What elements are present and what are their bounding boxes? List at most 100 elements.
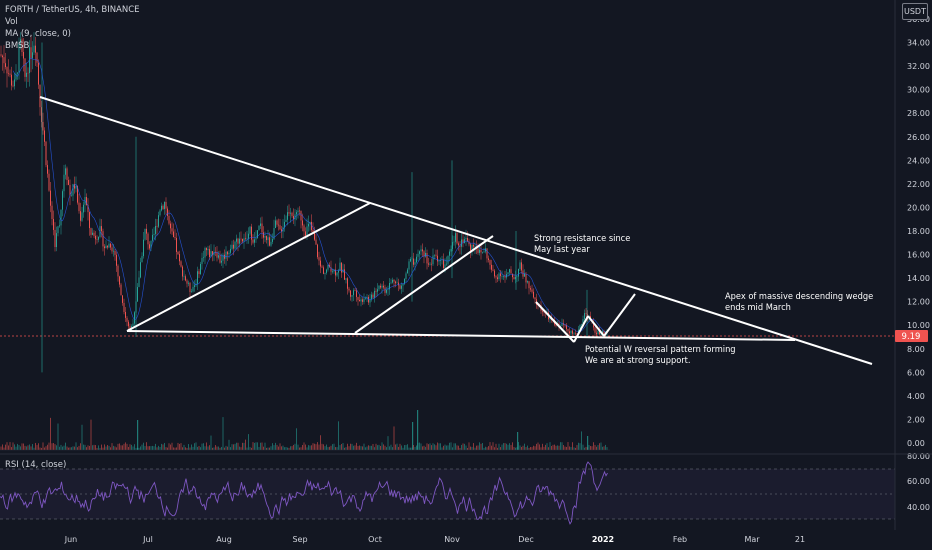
volume-bar xyxy=(63,445,65,450)
volume-bar xyxy=(306,447,308,450)
volume-bar xyxy=(24,445,26,450)
symbol-title[interactable]: FORTH / TetherUS, 4h, BINANCE xyxy=(5,5,140,15)
legend-vol[interactable]: Vol xyxy=(5,17,18,27)
volume-bar xyxy=(113,445,114,450)
candle-body xyxy=(114,250,116,255)
candle-body xyxy=(288,212,290,214)
candle-body xyxy=(458,243,459,246)
volume-bar xyxy=(498,443,500,450)
candle-body xyxy=(12,85,14,87)
volume-bar xyxy=(84,444,86,450)
candle-body xyxy=(374,290,375,298)
candle-body xyxy=(317,244,318,258)
candle-body xyxy=(530,288,531,290)
candle-body xyxy=(350,290,351,297)
legend-rsi[interactable]: RSI (14, close) xyxy=(5,460,67,470)
price-tick-label: 32.00 xyxy=(907,62,930,71)
candle-body xyxy=(38,62,39,85)
candle-body xyxy=(399,285,401,289)
volume-bar xyxy=(27,445,29,450)
candle-body xyxy=(257,230,258,239)
volume-bar xyxy=(179,443,180,450)
volume-bar xyxy=(521,446,522,450)
rsi-axis[interactable]: 80.00 60.00 40.00 xyxy=(907,452,930,512)
rsi-pane[interactable]: 80.00 60.00 40.00 xyxy=(0,452,930,525)
volume-bar xyxy=(300,447,302,450)
legend-ma[interactable]: MA (9, close, 0) xyxy=(5,29,71,39)
volume-bar xyxy=(221,446,222,450)
candle-body xyxy=(59,225,60,227)
price-axis[interactable]: 36.0034.0032.0030.0028.0026.0024.0022.00… xyxy=(907,15,930,448)
volume-bar xyxy=(486,447,488,450)
candle-body xyxy=(299,210,300,212)
candle-body xyxy=(410,258,411,262)
volume-bar xyxy=(578,442,579,450)
volume-bar xyxy=(338,421,339,450)
volume-bar xyxy=(92,445,93,450)
candle-body xyxy=(531,289,533,292)
time-axis[interactable]: Jun Jul Aug Sep Oct Nov Dec 2022 Feb Mar 21 xyxy=(64,535,805,544)
volume-bar xyxy=(180,443,182,450)
price-tick-label: 16.00 xyxy=(907,251,930,260)
volume-bar xyxy=(282,445,284,450)
volume-bar xyxy=(470,446,471,450)
volume-bar xyxy=(18,445,20,450)
volume-bar xyxy=(144,446,146,450)
candle-body xyxy=(183,276,185,277)
candle-body xyxy=(533,291,534,298)
volume-bar xyxy=(333,443,335,450)
volume-bar xyxy=(419,442,420,450)
candle-body xyxy=(450,248,452,252)
candle-body xyxy=(527,281,528,283)
candle-body xyxy=(510,269,512,274)
volume-bar xyxy=(126,443,128,450)
volume-bar xyxy=(386,447,387,450)
volume-bar xyxy=(596,446,597,450)
volume-bar xyxy=(39,447,41,450)
candle-body xyxy=(453,241,455,243)
candle-body xyxy=(233,244,234,249)
time-tick-label: 21 xyxy=(795,535,805,544)
volume-bar xyxy=(111,443,113,450)
candle-body xyxy=(464,239,465,244)
candle-body xyxy=(395,281,396,284)
candle-body xyxy=(396,282,398,284)
candle-body xyxy=(339,262,341,271)
candle-body xyxy=(585,313,587,314)
volume-bar xyxy=(236,442,237,450)
candle-body xyxy=(8,73,9,74)
candle-body xyxy=(272,239,273,242)
candle-body xyxy=(459,245,461,247)
volume-bar xyxy=(128,446,129,450)
volume-bar xyxy=(569,446,570,450)
candle-body xyxy=(333,269,335,272)
trendline xyxy=(603,293,636,337)
volume-bar xyxy=(525,447,527,450)
candle-body xyxy=(105,245,107,249)
volume-bar xyxy=(269,447,270,450)
volume-bar xyxy=(473,443,474,450)
volume-pane xyxy=(0,410,610,451)
candle-body xyxy=(14,79,15,87)
rsi-tick-label: 80.00 xyxy=(907,452,930,461)
legend-bmsb[interactable]: BMSB xyxy=(5,41,30,51)
volume-bar xyxy=(314,443,315,450)
candle-body xyxy=(378,285,380,290)
volume-bar xyxy=(116,447,117,450)
volume-bar xyxy=(167,447,168,450)
volume-bar xyxy=(485,446,486,450)
candle-body xyxy=(174,237,176,239)
price-pane[interactable]: 36.0034.0032.0030.0028.0026.0024.0022.00… xyxy=(0,15,930,448)
candle-body xyxy=(380,285,381,288)
price-tick-label: 10.00 xyxy=(907,321,930,330)
volume-bar xyxy=(137,420,139,450)
candle-body xyxy=(482,251,483,253)
currency-badge[interactable]: USDT xyxy=(902,3,928,20)
volume-bar xyxy=(548,447,549,450)
volume-bar xyxy=(246,447,248,450)
volume-bar xyxy=(237,442,239,450)
candle-body xyxy=(29,47,30,74)
candle-body xyxy=(63,174,65,192)
volume-bar xyxy=(44,447,45,450)
